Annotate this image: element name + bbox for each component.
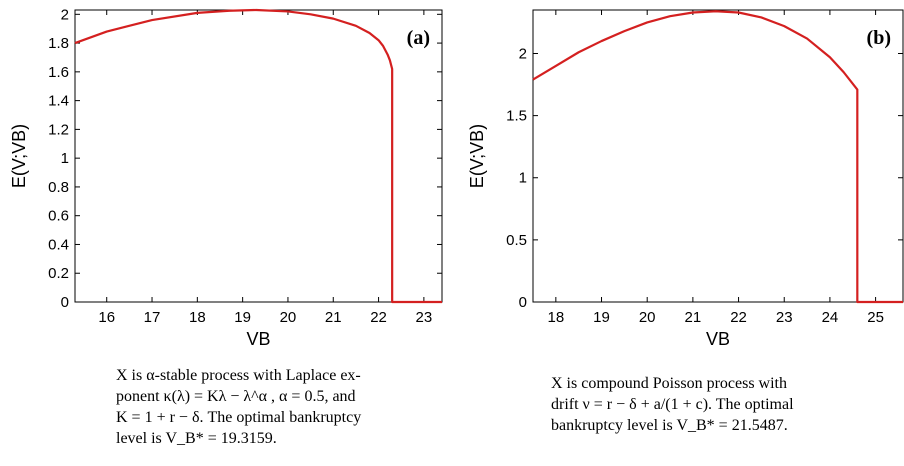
y-tick-label: 1.4: [48, 93, 69, 110]
x-tick-label: 22: [370, 309, 387, 326]
y-tick-label: 1.2: [48, 121, 69, 138]
x-tick-label: 16: [98, 309, 115, 326]
y-tick-label: 1.8: [48, 35, 69, 52]
plot-frame: [532, 9, 904, 303]
x-tick-label: 25: [867, 309, 884, 326]
y-tick-label: 0.6: [48, 208, 69, 225]
x-tick-label: 17: [144, 309, 161, 326]
x-axis-title: VB: [246, 329, 270, 349]
x-tick-label: 23: [776, 309, 793, 326]
y-tick-label: 0.8: [48, 179, 69, 196]
caption-b-line: bankruptcy level is V_B* = 21.5487.: [551, 417, 788, 434]
caption-a-line: K = 1 + r − δ. The optimal bankruptcy: [116, 409, 362, 426]
x-tick-label: 21: [325, 309, 342, 326]
x-tick-label: 23: [416, 309, 433, 326]
y-axis-title: E(V;VB): [467, 124, 487, 188]
chart-a: 16 17 18 19 20 21 22 23 0 0.2 0.4 0.6 0.8 1 1.2 1.4 1.6 1…: [9, 6, 443, 349]
chart-b: 18 19 20 21 22 23 24 25 0 0.5 1 1.5 2 VB E(V;VB) (b): [467, 9, 904, 349]
panel-label: (a): [407, 27, 430, 49]
caption-a-line: ponent κ(λ) = Kλ − λ^α , α = 0.5, and: [116, 388, 356, 405]
x-tick-label: 19: [593, 309, 610, 326]
x-tick-label: 19: [234, 309, 251, 326]
y-tick-label: 0: [61, 294, 69, 311]
series-line: [74, 8, 442, 304]
caption-b-line: X is compound Poisson process with: [551, 375, 787, 392]
y-tick-label: 2: [519, 45, 527, 62]
y-tick-label: 0.5: [506, 232, 527, 249]
series-line: [532, 10, 903, 304]
caption-a-line: level is V_B* = 19.3159.: [116, 430, 277, 447]
x-tick-label: 18: [547, 309, 564, 326]
y-tick-label: 0.2: [48, 265, 69, 282]
panel-label: (b): [867, 27, 891, 49]
caption-a-line: X is α-stable process with Laplace ex-: [116, 367, 361, 384]
y-tick-label: 0: [519, 294, 527, 311]
x-tick-label: 20: [280, 309, 297, 326]
caption-a: X is α-stable process with Laplace ex- p…: [116, 365, 361, 449]
x-tick-label: 18: [189, 309, 206, 326]
x-axis-title: VB: [706, 329, 730, 349]
caption-b-line: drift ν = r − δ + a/(1 + c). The optimal: [551, 396, 794, 413]
y-tick-label: 1.6: [48, 64, 69, 81]
y-tick-label: 1: [61, 150, 69, 167]
y-tick-label: 1: [519, 170, 527, 187]
x-tick-label: 20: [639, 309, 656, 326]
y-tick-label: 1.5: [506, 108, 527, 125]
caption-b: X is compound Poisson process with drift…: [551, 373, 794, 436]
y-tick-label: 0.4: [48, 236, 69, 253]
x-tick-label: 22: [730, 309, 747, 326]
y-axis-title: E(V;VB): [9, 124, 29, 188]
x-tick-label: 21: [685, 309, 702, 326]
y-tick-label: 2: [61, 6, 69, 23]
x-tick-label: 24: [822, 309, 839, 326]
